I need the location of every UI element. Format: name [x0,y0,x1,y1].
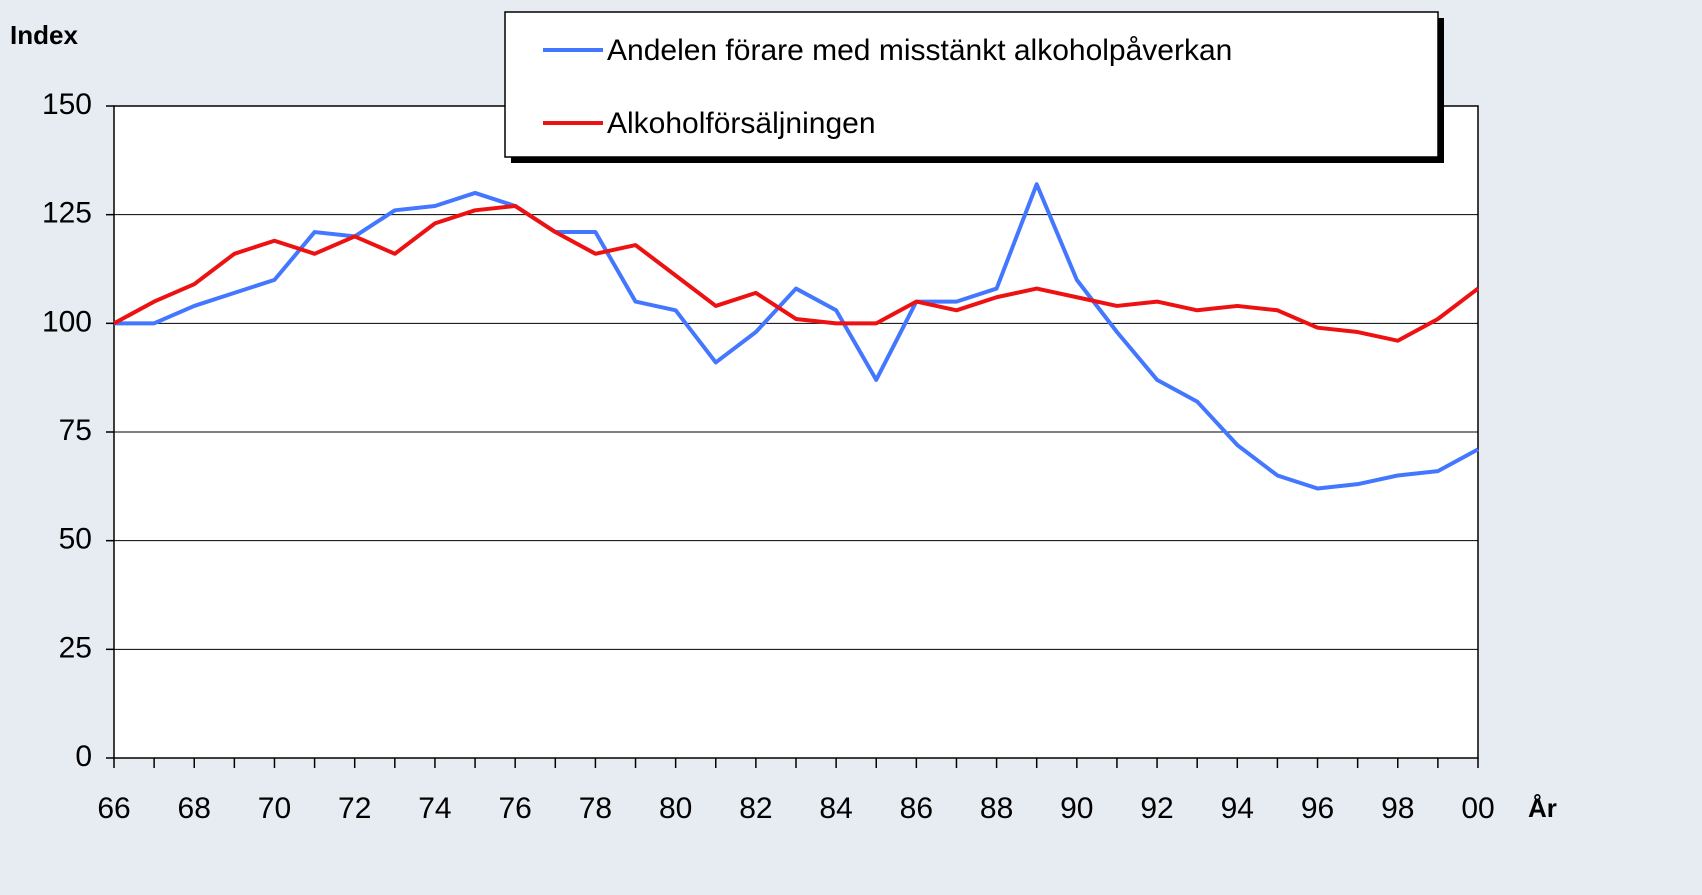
x-tick-label: 76 [498,792,531,825]
x-tick-label: 00 [1461,792,1494,825]
y-tick-label: 125 [42,197,92,230]
x-tick-label: 80 [659,792,692,825]
x-tick-label: 92 [1140,792,1173,825]
x-tick-label: 88 [980,792,1013,825]
legend-label: Alkoholförsäljningen [607,107,876,140]
legend-label: Andelen förare med misstänkt alkoholpåve… [607,34,1232,67]
x-tick-label: 72 [338,792,371,825]
legend [504,11,1439,158]
x-tick-label: 84 [819,792,852,825]
x-tick-label: 78 [579,792,612,825]
x-tick-label: 74 [418,792,451,825]
x-tick-label: 68 [178,792,211,825]
x-tick-label: 94 [1221,792,1254,825]
y-tick-label: 0 [75,740,92,773]
x-tick-label: 66 [97,792,130,825]
x-axis-label: År [1528,793,1557,823]
y-tick-label: 150 [42,88,92,121]
y-tick-label: 100 [42,305,92,338]
x-tick-label: 98 [1381,792,1414,825]
x-tick-label: 90 [1060,792,1093,825]
y-tick-label: 75 [59,414,92,447]
y-tick-label: 50 [59,523,92,556]
x-tick-label: 82 [739,792,772,825]
x-tick-label: 86 [900,792,933,825]
line-series [113,203,1480,343]
x-tick-label: 96 [1301,792,1334,825]
y-tick-label: 25 [59,631,92,664]
line-series [114,182,1479,491]
x-tick-label: 70 [258,792,291,825]
y-axis-label: Index [10,20,78,50]
